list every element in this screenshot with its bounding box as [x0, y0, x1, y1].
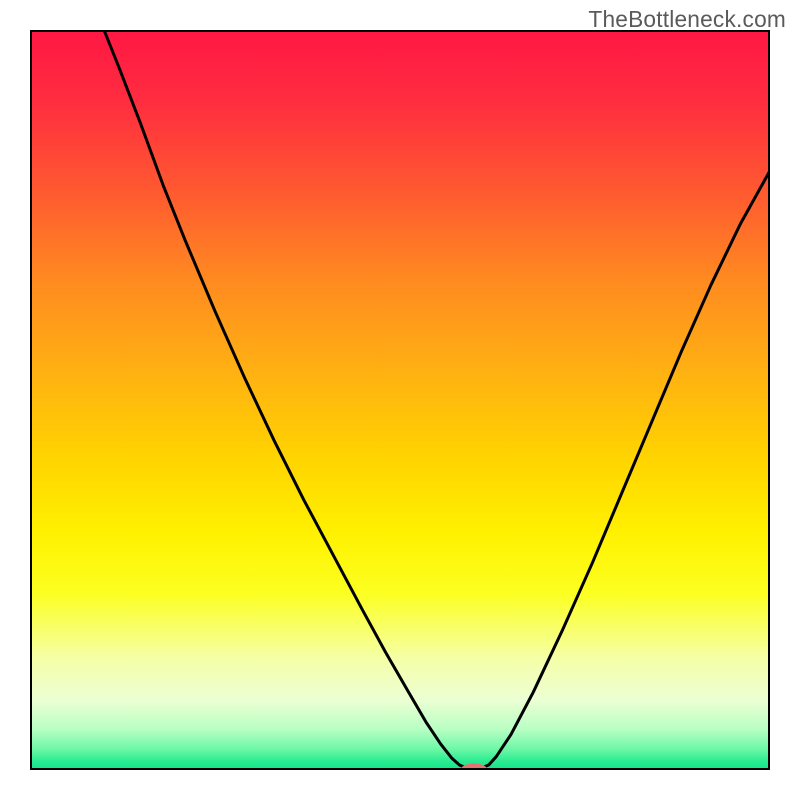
bottleneck-curve-chart: [30, 30, 770, 770]
chart-container: TheBottleneck.com: [0, 0, 800, 800]
watermark-text: TheBottleneck.com: [588, 6, 786, 33]
chart-svg: [30, 30, 770, 770]
chart-background: [30, 30, 770, 770]
